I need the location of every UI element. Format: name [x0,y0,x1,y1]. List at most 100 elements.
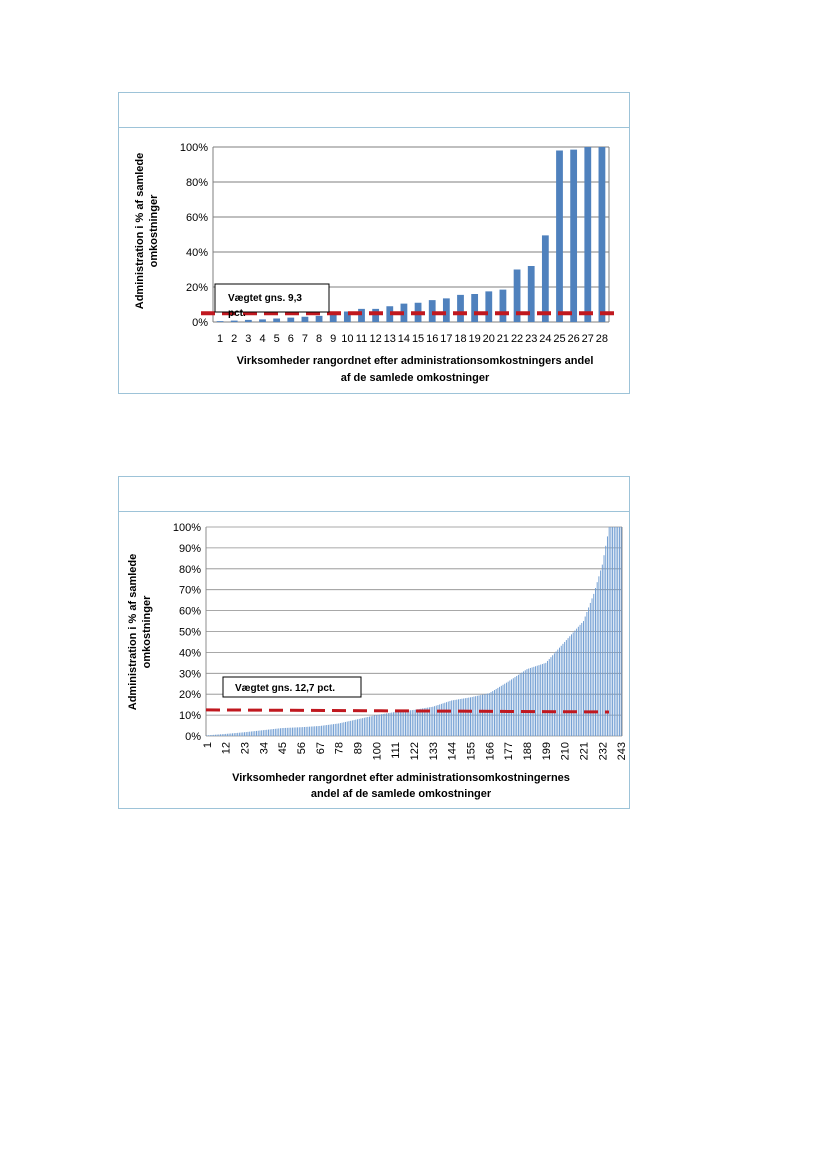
chart-2-bar [569,636,571,736]
chart-2-bar [254,731,256,736]
chart-2-bar [536,665,538,736]
chart-2-bar [564,641,566,736]
chart-2-bar [271,729,273,736]
chart-2-bar [333,724,335,736]
chart-2-y-tick-label: 30% [179,668,201,680]
chart-1-x-tick-label: 22 [511,333,523,345]
chart-2-bar [557,649,559,736]
chart-2-bar [305,726,307,736]
chart-1-y-tick-label: 100% [180,142,208,154]
chart-2-bar [535,666,537,736]
chart-2-bar [324,725,326,736]
chart-1-x-tick-label: 18 [454,333,466,345]
chart-2-bar [341,722,343,736]
chart-2-bar [298,727,300,736]
chart-2-bar [464,698,466,736]
chart-2-bar [538,665,540,736]
chart-1-x-tick-label: 28 [596,333,608,345]
chart-2-x-tick-label: 133 [428,742,440,760]
chart-2-bar [399,711,401,736]
chart-2-bar [485,693,487,736]
chart-1-bar [287,317,295,322]
chart-2-bar [392,712,394,736]
chart-2-bar [370,716,372,736]
chart-2-bar [339,723,341,736]
chart-2-bar [620,527,622,736]
chart-1-bar [442,298,450,322]
chart-1-x-tick-label: 9 [330,333,336,345]
chart-2-bar [346,721,348,736]
chart-1-x-tick-label: 7 [302,333,308,345]
chart-2-bar [439,704,441,736]
chart-2-bar [605,545,607,736]
chart-panel-1: 0% 20% 40% 60% 80% 100% 1 2 3 4 5 6 7 8 9 10 11 12 13 14 15… [118,92,630,394]
chart-2-x-tick-label: 122 [409,742,421,760]
chart-2-bar [598,576,600,736]
chart-2-bar [413,709,415,736]
chart-2-bar [432,706,434,736]
chart-2-bar [297,727,299,736]
chart-2-x-tick-label: 188 [522,742,534,760]
chart-2-bar [382,713,384,736]
chart-2-bar [422,708,424,736]
chart-2-y-tick-label: 60% [179,606,201,618]
chart-1-bar [372,308,380,322]
chart-2-bar [425,707,427,736]
chart-2-bar [348,721,350,736]
chart-2-bar [369,716,370,736]
chart-2-bar [262,730,264,736]
chart-2-bar [360,718,362,736]
chart-2-bar [423,708,425,736]
chart-2-x-ticks: 1 12 23 34 45 56 67 78 89 100 111 122 133 144 155 166 17… [202,742,628,760]
chart-2-bar [232,733,234,736]
chart-1-annotation-line2: pct. [228,308,246,319]
chart-2-bar [401,711,403,736]
chart-2-bar [593,593,595,736]
chart-2-x-axis-label-line2: andel af de samlede omkostninger [311,788,492,800]
chart-2-bar [454,699,456,736]
chart-2-bar [571,634,572,736]
chart-2-bar [444,702,446,736]
chart-2-bar [220,734,222,736]
chart-2-bar [281,728,283,736]
chart-2-y-tick-label: 50% [179,627,201,639]
chart-2-bar [577,626,579,736]
chart-2-bar [576,628,578,736]
chart-2-bar [276,728,278,736]
chart-2-x-tick-label: 89 [353,742,365,754]
chart-2-bar [517,674,519,736]
chart-2-bar [291,727,293,736]
chart-2-bar [449,701,451,736]
chart-2-bar [334,723,336,736]
chart-2-bar [233,733,235,736]
chart-1-y-axis-label-line2: omkostninger [148,194,160,267]
chart-2-x-tick-label: 78 [334,742,346,754]
chart-2-bar [470,697,471,736]
chart-1-x-tick-label: 25 [553,333,565,345]
chart-2-x-tick-label: 199 [541,742,553,760]
chart-2-bar [493,690,495,736]
chart-1-x-tick-label: 5 [274,333,280,345]
chart-2-bar [495,688,497,736]
chart-2-y-tick-label: 100% [173,522,201,534]
chart-2-bar [279,728,281,736]
chart-1-x-axis-label-line2: af de samlede omkostninger [341,372,490,384]
chart-2-y-axis-label-line2: omkostninger [141,595,153,668]
chart-1-x-tick-label: 2 [231,333,237,345]
chart-1-x-tick-label: 26 [568,333,580,345]
chart-2-bar [507,681,509,736]
chart-2-bar [252,731,254,736]
chart-2-bar [408,710,410,736]
chart-2-bar [264,729,266,736]
chart-2-bar [293,727,295,736]
chart-2-bar [249,731,251,736]
chart-2-x-tick-label: 23 [240,742,252,754]
chart-2-bar [461,698,463,736]
chart-2-bar [586,611,588,736]
chart-2-bar [435,705,437,736]
chart-2-bar [329,724,331,736]
chart-2-bar [466,697,468,736]
chart-2-bar [533,666,535,736]
chart-2-y-tick-label: 0% [185,731,201,743]
chart-2-bar [375,715,377,736]
